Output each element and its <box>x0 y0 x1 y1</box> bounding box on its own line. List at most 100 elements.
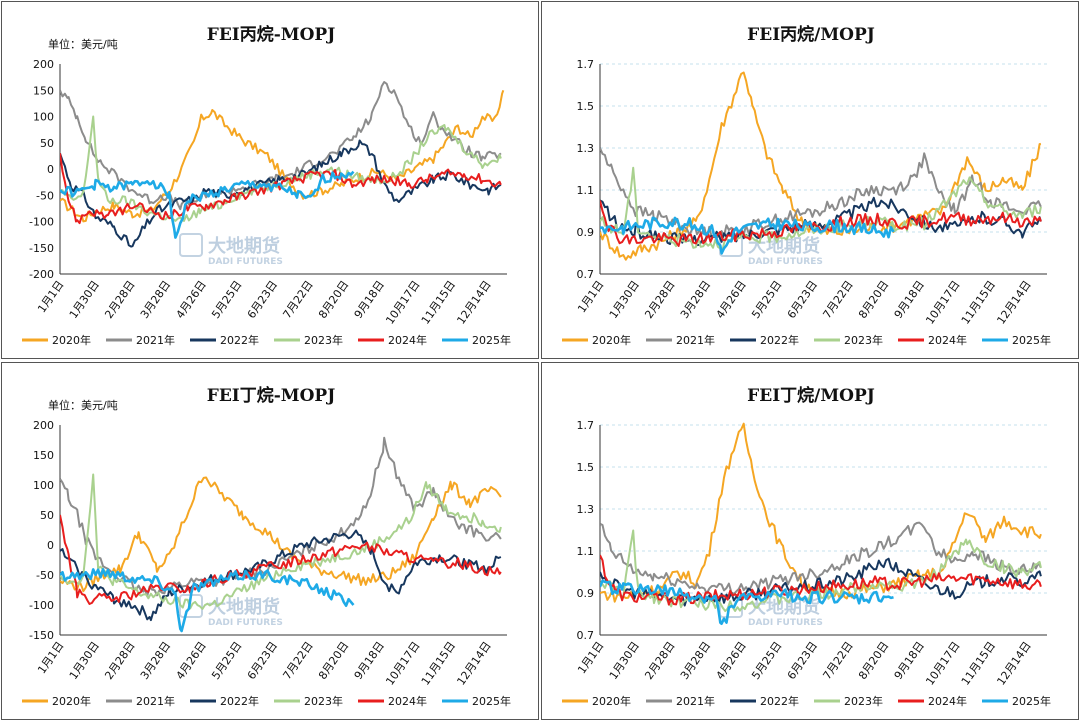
series-line <box>60 139 502 248</box>
y-tick-label: 0 <box>47 163 54 176</box>
x-tick-label: 10月17日 <box>923 639 962 687</box>
legend-entry: 2021年 <box>676 694 715 708</box>
series-line <box>60 529 502 622</box>
series-line <box>600 579 894 626</box>
legend-entry: 2025年 <box>1012 694 1051 708</box>
x-tick-label: 1月1日 <box>35 639 66 676</box>
y-tick-label: 1.3 <box>577 142 595 155</box>
chart-panel-propane-spread: FEI丙烷-MOPJ 单位：美元/吨 200 150 100 50 0 -50 -100 -150… <box>1 1 539 359</box>
legend-entry: 2022年 <box>760 694 799 708</box>
series-line <box>600 521 1042 595</box>
chart-panel-butane-ratio: FEI丁烷/MOPJ 1.7 1.5 1.3 1.1 0.9 0.7 1月1日 1月30日 2月2… <box>541 362 1079 720</box>
series-line <box>60 170 355 239</box>
legend-entry: 2023年 <box>304 333 343 347</box>
x-tick-label: 5月25日 <box>749 278 784 321</box>
x-tick-label: 1月1日 <box>575 639 606 676</box>
y-tick-label: 100 <box>33 479 54 492</box>
x-tick-label: 4月26日 <box>174 278 209 321</box>
x-tick-label: 8月20日 <box>856 278 891 321</box>
x-tick-label: 12月14日 <box>454 278 493 326</box>
x-tick-label: 3月28日 <box>138 639 173 682</box>
legend-entry: 2020年 <box>52 694 91 708</box>
series-line <box>600 200 1042 247</box>
x-tick-label: 7月22日 <box>280 639 315 682</box>
x-tick-label: 1月30日 <box>67 278 102 321</box>
x-tick-label: 2月28日 <box>102 639 137 682</box>
chart-svg: FEI丙烷-MOPJ 单位：美元/吨 200 150 100 50 0 -50 -100 -150… <box>22 24 511 347</box>
chart-panel-propane-ratio: FEI丙烷/MOPJ 1.7 1.5 1.3 1.1 0.9 0.7 1月1日 1月30日 2月2… <box>541 1 1079 359</box>
y-tick-label: 150 <box>33 84 54 97</box>
y-tick-label: -150 <box>29 242 54 255</box>
x-tick-label: 4月26日 <box>714 278 749 321</box>
series-line <box>60 89 505 223</box>
x-tick-label: 11月15日 <box>419 278 458 326</box>
watermark-sub: DADI FUTURES <box>208 618 283 628</box>
y-tick-label: -50 <box>36 189 54 202</box>
legend-entry: 2022年 <box>220 333 259 347</box>
y-tick-label: -100 <box>29 599 54 612</box>
series-line <box>60 514 502 605</box>
y-tick-label: 0.9 <box>577 587 595 600</box>
watermark: 大地期货 <box>748 235 820 257</box>
series-line <box>60 473 502 610</box>
x-tick-label: 5月25日 <box>209 639 244 682</box>
x-tick-label: 9月18日 <box>352 639 387 682</box>
y-tick-label: 0.7 <box>577 629 595 642</box>
legend-entry: 2025年 <box>472 694 511 708</box>
watermark-sub: DADI FUTURES <box>208 257 283 267</box>
x-tick-label: 6月23日 <box>245 278 280 321</box>
chart-title: FEI丙烷-MOPJ <box>207 24 336 45</box>
y-tick-label: 0.7 <box>577 268 595 281</box>
y-tick-label: 1.1 <box>577 545 595 558</box>
series-line <box>600 147 1042 240</box>
x-tick-label: 3月28日 <box>678 639 713 682</box>
x-tick-label: 3月28日 <box>138 278 173 321</box>
legend-entry: 2021年 <box>136 333 175 347</box>
x-tick-label: 1月1日 <box>35 278 66 315</box>
x-tick-label: 5月25日 <box>209 278 244 321</box>
y-tick-label: 1.5 <box>577 100 595 113</box>
chart-panel-butane-spread: FEI丁烷-MOPJ 单位：美元/吨 200 150 100 50 0 -50 -100 -150… <box>1 362 539 720</box>
x-tick-label: 4月26日 <box>714 639 749 682</box>
legend-entry: 2025年 <box>472 333 511 347</box>
x-tick-label: 12月14日 <box>994 278 1033 326</box>
legend-entry: 2020年 <box>52 333 91 347</box>
x-tick-label: 11月15日 <box>419 639 458 687</box>
x-tick-label: 2月28日 <box>642 278 677 321</box>
x-tick-label: 6月23日 <box>785 278 820 321</box>
x-tick-label: 9月18日 <box>892 278 927 321</box>
y-tick-label: 1.7 <box>577 58 595 71</box>
x-tick-label: 7月22日 <box>820 639 855 682</box>
x-tick-label: 10月17日 <box>383 639 422 687</box>
x-tick-label: 7月22日 <box>280 278 315 321</box>
watermark: 大地期货 <box>208 235 280 257</box>
chart-title: FEI丁烷-MOPJ <box>207 385 336 406</box>
y-tick-label: 150 <box>33 449 54 462</box>
x-tick-label: 12月14日 <box>994 639 1033 687</box>
chart-svg: FEI丁烷-MOPJ 单位：美元/吨 200 150 100 50 0 -50 -100 -150… <box>22 385 511 708</box>
unit-label: 单位：美元/吨 <box>48 398 118 412</box>
chart-title: FEI丙烷/MOPJ <box>747 24 875 45</box>
legend-entry: 2022年 <box>220 694 259 708</box>
x-tick-label: 9月18日 <box>352 278 387 321</box>
x-tick-label: 8月20日 <box>856 639 891 682</box>
legend-entry: 2021年 <box>136 694 175 708</box>
legend-entry: 2024年 <box>388 333 427 347</box>
legend-entry: 2022年 <box>760 333 799 347</box>
legend-entry: 2021年 <box>676 333 715 347</box>
x-tick-label: 1月30日 <box>607 639 642 682</box>
x-tick-label: 2月28日 <box>642 639 677 682</box>
legend-entry: 2023年 <box>844 333 883 347</box>
y-tick-label: -50 <box>36 569 54 582</box>
x-tick-label: 10月17日 <box>923 278 962 326</box>
y-tick-label: 0 <box>47 539 54 552</box>
legend-entry: 2020年 <box>592 333 631 347</box>
x-tick-label: 10月17日 <box>383 278 422 326</box>
watermark-logo <box>179 233 203 257</box>
x-tick-label: 4月26日 <box>174 639 209 682</box>
legend-entry: 2023年 <box>304 694 343 708</box>
x-tick-label: 9月18日 <box>892 639 927 682</box>
